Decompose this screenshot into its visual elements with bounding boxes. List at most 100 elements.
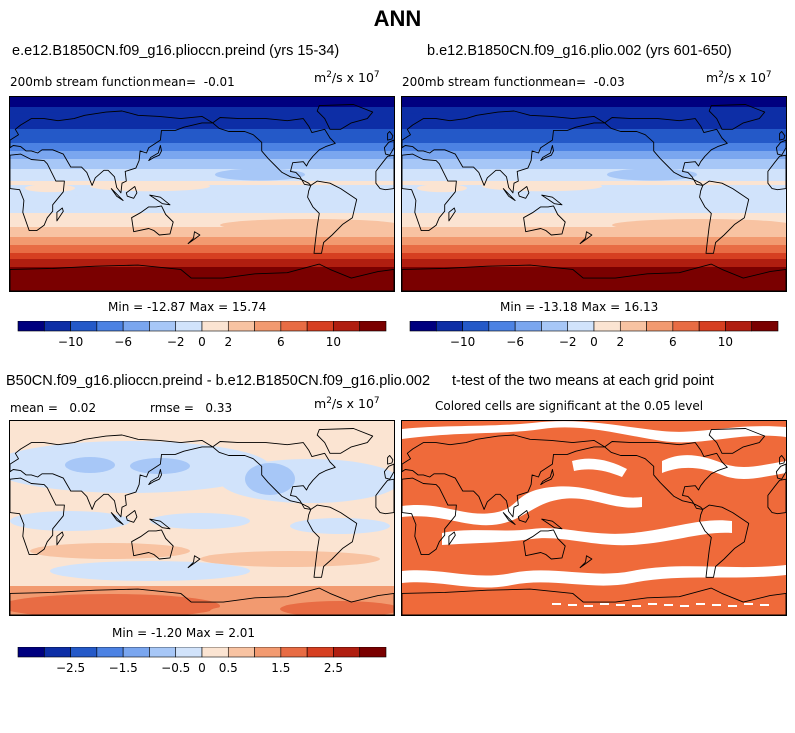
lat-band — [402, 271, 786, 274]
anomaly-blob — [607, 168, 697, 181]
insignificant-cell — [712, 604, 721, 606]
lat-band — [10, 113, 394, 116]
anomaly-blob — [417, 184, 467, 193]
panel3-mean: mean = 0.02 — [10, 401, 97, 415]
insignificant-cell — [664, 604, 673, 606]
lat-band — [402, 257, 786, 260]
lat-band — [402, 153, 786, 156]
lat-band — [10, 217, 394, 220]
lat-band — [402, 243, 786, 246]
coastline-path — [699, 180, 750, 254]
colorbar-swatch — [306, 647, 334, 658]
anomaly-blob — [65, 457, 115, 473]
significance-mask — [402, 421, 786, 615]
anomaly-blob — [10, 511, 130, 531]
insignificant-cell — [584, 605, 593, 607]
colorbar-swatch — [698, 321, 726, 332]
lat-band — [10, 191, 394, 194]
insignificant-cell — [760, 604, 769, 606]
coastline-path — [149, 518, 171, 530]
lat-band — [402, 191, 786, 194]
lat-band — [402, 193, 786, 196]
lat-band — [10, 257, 394, 260]
lat-band — [402, 111, 786, 114]
insignificant-region — [402, 565, 786, 588]
panel2-map-svg — [402, 97, 786, 291]
colorbar-swatch — [280, 321, 308, 332]
lat-band — [10, 237, 394, 240]
coastline-path — [779, 455, 786, 465]
anomaly-blob — [25, 194, 185, 213]
panel1-stats: Min = -12.87 Max = 15.74 — [108, 300, 267, 314]
insignificant-cell — [680, 605, 689, 607]
coastlines — [10, 428, 394, 615]
colorbar-swatch — [70, 321, 98, 332]
lat-band — [10, 135, 394, 138]
colorbar-swatch — [149, 647, 177, 658]
lat-band — [402, 157, 786, 160]
lat-band — [10, 259, 394, 262]
lat-band — [402, 231, 786, 234]
coastline-path — [10, 434, 214, 518]
anomaly-blob — [290, 518, 390, 534]
coastline-path — [387, 455, 394, 465]
coastline-path — [775, 139, 786, 156]
lat-band — [10, 251, 394, 254]
colorbar-swatch — [149, 321, 177, 332]
lat-band — [402, 283, 786, 286]
coastline-path — [212, 441, 336, 510]
panel1-map-svg — [10, 97, 394, 291]
lat-band — [402, 119, 786, 122]
lat-band — [402, 107, 786, 110]
lat-band — [402, 175, 786, 178]
colorbar-tick-label: −10 — [58, 335, 83, 349]
colorbar-swatch — [96, 647, 124, 658]
coastline-path — [402, 434, 606, 518]
coastline-path — [517, 510, 530, 523]
lat-band — [10, 173, 394, 176]
anomaly-blob — [150, 513, 250, 529]
lat-band — [402, 239, 786, 242]
colorbar-swatch — [306, 321, 334, 332]
lat-band — [10, 203, 394, 206]
lat-band — [10, 117, 394, 120]
colorbar-tick-label: 0.5 — [219, 661, 238, 675]
panel1-colorbar: −10 −6 −2 0 2 6 10 — [17, 321, 387, 349]
anomaly-blob — [215, 168, 305, 181]
colorbar-tick-label: 0 — [198, 335, 206, 349]
lat-band — [402, 109, 786, 112]
lat-band — [402, 163, 786, 166]
coastline-path — [523, 529, 566, 560]
lat-band — [10, 155, 394, 158]
coastline-path — [383, 139, 394, 156]
coastline-path — [148, 145, 162, 162]
lat-band — [402, 131, 786, 134]
insignificant-region — [402, 486, 642, 526]
lat-band — [10, 283, 394, 286]
lat-band — [402, 197, 786, 200]
lat-band — [402, 255, 786, 258]
lat-band — [402, 161, 786, 164]
coastline-path — [316, 428, 374, 454]
lat-band — [402, 269, 786, 272]
lat-band — [10, 285, 394, 288]
panel4-title: t-test of the two means at each grid poi… — [452, 373, 714, 389]
panel3-stats: Min = -1.20 Max = 2.01 — [112, 626, 256, 640]
panel1-mean-label: mean= -0.01 — [152, 75, 235, 89]
lat-band — [402, 225, 786, 228]
lat-band — [402, 117, 786, 120]
colorbar-swatch — [672, 321, 700, 332]
lat-band — [10, 121, 394, 124]
lat-band — [10, 119, 394, 122]
panel1-title: e.e12.B1850CN.f09_g16.plioccn.preind (yr… — [12, 43, 340, 59]
lat-band — [10, 221, 394, 224]
panel3-title: B50CN.f09_g16.plioccn.preind - b.e12.B18… — [6, 373, 431, 389]
lat-band — [402, 125, 786, 128]
lat-band — [10, 177, 394, 180]
coastline-path — [402, 153, 457, 232]
lat-band — [402, 143, 786, 146]
contour-fill — [10, 97, 394, 291]
contour-fill — [10, 421, 394, 615]
coastline-path — [149, 194, 171, 206]
panel3-mean-value: 0.02 — [69, 401, 97, 415]
